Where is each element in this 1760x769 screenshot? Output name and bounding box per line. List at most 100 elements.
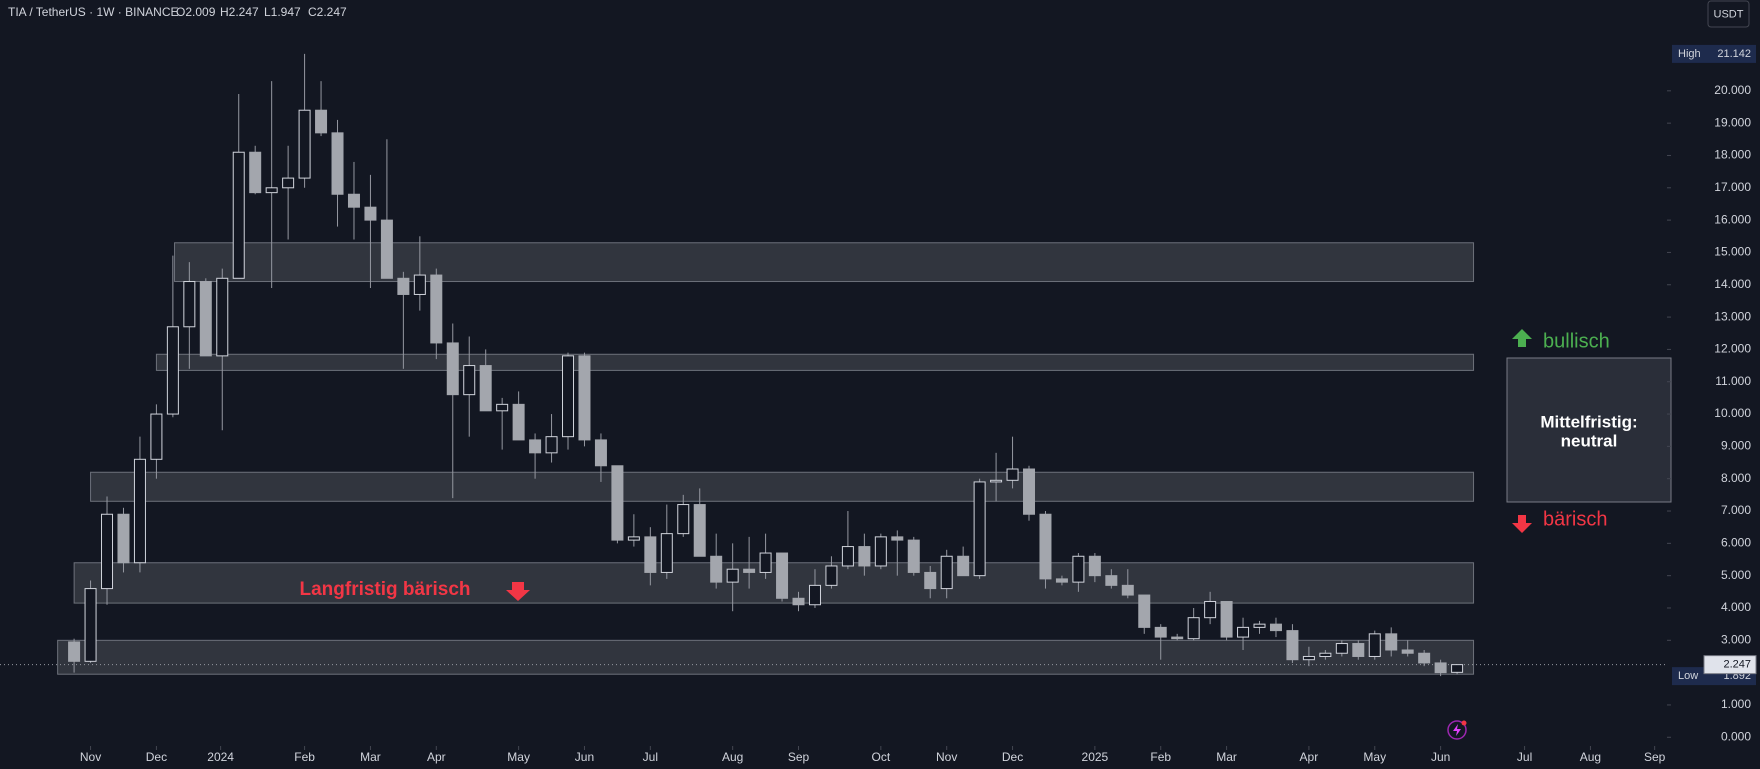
candle-body bbox=[117, 513, 130, 564]
candle-body bbox=[1039, 513, 1052, 580]
long-term-label: Langfristig bärisch bbox=[299, 579, 470, 600]
y-tick-label: 13.000 bbox=[1714, 309, 1751, 323]
y-tick-label: 18.000 bbox=[1714, 148, 1751, 162]
currency-button[interactable] bbox=[1707, 0, 1750, 28]
price-zone bbox=[90, 471, 1475, 502]
ohlc-high: H2.247 bbox=[220, 5, 259, 19]
candle-body bbox=[298, 109, 311, 179]
candle-body bbox=[1072, 555, 1085, 583]
symbol: TIA / TetherUS · 1W · BINANCE bbox=[8, 5, 178, 19]
alert-bolt[interactable] bbox=[1453, 724, 1461, 736]
y-tick-label: 20.000 bbox=[1714, 83, 1751, 97]
candle-body bbox=[644, 536, 657, 573]
y-tick-label: 4.000 bbox=[1721, 600, 1751, 614]
candle-body bbox=[282, 177, 295, 189]
candle-body bbox=[166, 326, 179, 415]
x-tick-label: Apr bbox=[427, 750, 446, 764]
x-tick-label: Feb bbox=[1150, 750, 1171, 764]
x-tick-label: 2025 bbox=[1082, 750, 1109, 764]
candle-body bbox=[990, 479, 1003, 483]
candle-body bbox=[347, 193, 360, 208]
candle-body bbox=[150, 413, 163, 460]
candle-body bbox=[397, 277, 410, 295]
y-tick-label: 8.000 bbox=[1721, 471, 1751, 485]
candle-body bbox=[1286, 630, 1299, 661]
last-price-label: 2.247 bbox=[1723, 659, 1751, 671]
currency-label[interactable]: USDT bbox=[1714, 8, 1744, 20]
x-tick-label: Nov bbox=[936, 750, 957, 764]
down-arrow-icon bbox=[1512, 515, 1532, 533]
candle-body bbox=[463, 365, 476, 396]
candle-body bbox=[1055, 578, 1068, 583]
candle-body bbox=[594, 439, 607, 467]
candle-body bbox=[825, 565, 838, 586]
candle-body bbox=[578, 355, 591, 441]
x-tick-label: Mar bbox=[1216, 750, 1237, 764]
candle-body bbox=[380, 219, 393, 279]
candle-body bbox=[973, 481, 986, 577]
x-tick-label: Dec bbox=[1002, 750, 1023, 764]
candle-body bbox=[199, 281, 212, 357]
x-tick-label: Sep bbox=[788, 750, 810, 764]
candle-body bbox=[792, 597, 805, 606]
candle-body bbox=[677, 504, 690, 535]
candle-body bbox=[1253, 623, 1266, 628]
candle-body bbox=[907, 539, 920, 573]
candle-body bbox=[1088, 555, 1101, 577]
candle-body bbox=[957, 555, 970, 577]
candle-body bbox=[743, 568, 756, 573]
price-zone bbox=[73, 562, 1475, 604]
candle-body bbox=[512, 403, 525, 441]
x-tick-label: Aug bbox=[722, 750, 743, 764]
y-tick-label: 15.000 bbox=[1714, 245, 1751, 259]
x-tick-label: Jul bbox=[1517, 750, 1532, 764]
candle-body bbox=[1451, 664, 1464, 673]
candle-body bbox=[1434, 662, 1447, 674]
candle-body bbox=[1269, 623, 1282, 632]
y-tick-label: 12.000 bbox=[1714, 342, 1751, 356]
bullish-label: bullisch bbox=[1543, 330, 1610, 352]
y-tick-label: 19.000 bbox=[1714, 115, 1751, 129]
alert-dot bbox=[1461, 720, 1467, 726]
mid-term-value: neutral bbox=[1561, 431, 1618, 450]
mid-term-box bbox=[1506, 357, 1672, 503]
candle-body bbox=[1187, 617, 1200, 640]
y-tick-label: 5.000 bbox=[1721, 568, 1751, 582]
candle-body bbox=[611, 465, 624, 541]
candles bbox=[68, 53, 1464, 677]
candle-body bbox=[776, 552, 789, 599]
bearish-label: bärisch bbox=[1543, 508, 1607, 530]
candle-body bbox=[1171, 636, 1184, 640]
y-tick-label: 14.000 bbox=[1714, 277, 1751, 291]
high-label: High bbox=[1678, 48, 1701, 60]
candle-body bbox=[891, 536, 904, 541]
candle-body bbox=[1237, 626, 1250, 638]
candle-body bbox=[808, 584, 821, 606]
candle-body bbox=[1204, 601, 1217, 619]
x-tick-label: Jul bbox=[643, 750, 658, 764]
candle-body bbox=[1418, 652, 1431, 664]
candle-body bbox=[446, 342, 459, 396]
candle-body bbox=[693, 504, 706, 557]
candle-body bbox=[430, 274, 443, 344]
candle-body bbox=[759, 552, 772, 573]
x-tick-label: Dec bbox=[146, 750, 167, 764]
candle-body bbox=[858, 546, 871, 567]
candle-body bbox=[232, 151, 245, 279]
candle-body bbox=[265, 187, 278, 194]
y-tick-label: 9.000 bbox=[1721, 439, 1751, 453]
y-tick-label: 0.000 bbox=[1721, 729, 1751, 743]
high-value: 21.142 bbox=[1717, 48, 1751, 60]
candle-body bbox=[1319, 652, 1332, 657]
price-zone bbox=[155, 353, 1475, 371]
candle-body bbox=[1105, 575, 1118, 586]
candle-body bbox=[1006, 468, 1019, 481]
alert-icon[interactable] bbox=[1447, 720, 1467, 740]
y-tick-label: 3.000 bbox=[1721, 632, 1751, 646]
x-tick-label: Jun bbox=[1431, 750, 1450, 764]
y-tick-label: 17.000 bbox=[1714, 180, 1751, 194]
x-tick-label: May bbox=[507, 750, 530, 764]
x-tick-label: Nov bbox=[80, 750, 101, 764]
